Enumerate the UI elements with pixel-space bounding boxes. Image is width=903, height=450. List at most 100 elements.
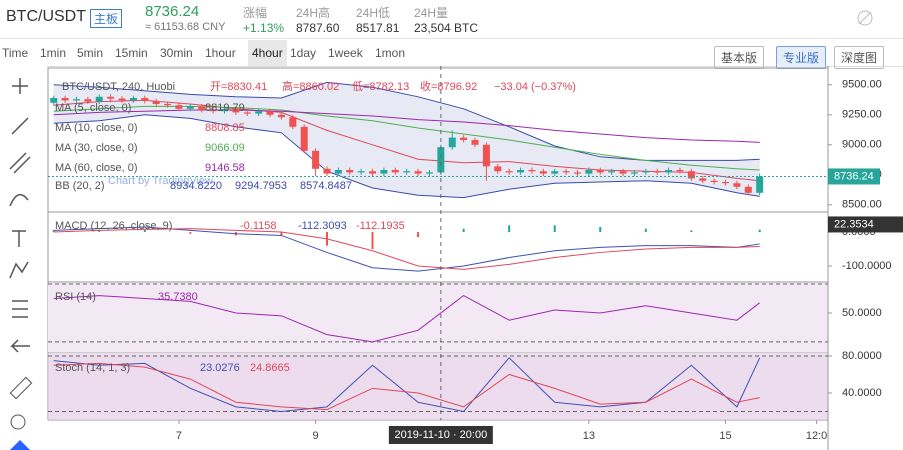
label: 24H低 xyxy=(356,6,391,20)
candle-body xyxy=(460,137,468,140)
candle-body xyxy=(198,106,206,110)
candle-body xyxy=(539,171,547,174)
candle-body xyxy=(585,170,593,174)
study-name: MA (60, close, 0) xyxy=(55,162,138,174)
chart: 79131512:09500.009250.009000.008750.0085… xyxy=(0,66,903,450)
candle-body xyxy=(323,168,331,174)
candle-body xyxy=(608,171,616,173)
candle-body xyxy=(573,172,581,174)
interval[interactable]: 30min xyxy=(160,46,193,60)
y-tick-label: 9000.00 xyxy=(842,139,882,151)
candle-body xyxy=(403,171,411,173)
tool-icon xyxy=(12,300,28,318)
study-name: BB (20, 2) xyxy=(55,180,105,192)
study-name: Stoch (14, 1, 3) xyxy=(55,362,130,374)
candle-body xyxy=(676,170,684,172)
candle-body xyxy=(551,171,559,174)
candle-body xyxy=(380,170,388,174)
candle-body xyxy=(164,104,172,106)
study-value: 8934.8220 xyxy=(170,180,222,192)
candle-body xyxy=(118,98,126,101)
badge[interactable]: 主板 xyxy=(90,9,123,28)
view-button[interactable]: 深度图 xyxy=(834,46,885,69)
legend-symbol: BTC/USDT, 240, Huobi xyxy=(62,81,175,93)
interval[interactable]: 1hour xyxy=(205,46,236,60)
header: BTC/USDT 主板 8736.24 ≈ 61153.68 CNY 涨幅 +1… xyxy=(0,0,903,39)
x-tick-label: 9 xyxy=(313,430,319,442)
candle-body xyxy=(619,171,627,174)
candle-body xyxy=(642,171,650,173)
candle-body xyxy=(255,111,263,114)
interval[interactable]: 5min xyxy=(77,46,104,60)
interval[interactable]: 4hour xyxy=(248,40,287,66)
interval[interactable]: 1day xyxy=(290,46,317,60)
interval[interactable]: 15min xyxy=(115,46,148,60)
study-value: 9146.58 xyxy=(205,162,245,174)
bb-lower xyxy=(53,114,760,199)
candle-body xyxy=(72,99,80,101)
candle-body xyxy=(61,98,69,101)
tool-icon xyxy=(9,376,33,400)
legend-ohlc: 低=8782.13 xyxy=(352,80,409,93)
candle-body xyxy=(129,98,137,101)
signal-line xyxy=(53,228,760,270)
ma-line xyxy=(53,105,760,171)
crosshair-box xyxy=(388,426,493,444)
candle-body xyxy=(733,183,741,187)
candle-body xyxy=(665,170,673,173)
macd-last-label: 22.3534 xyxy=(834,218,874,230)
candle-body xyxy=(50,98,58,103)
candle-body xyxy=(334,170,342,174)
y-tick-label: 40.0000 xyxy=(842,387,882,399)
study-name: MA (5, close, 0) xyxy=(55,102,131,114)
legend-ohlc: −33.04 (−0.37%) xyxy=(494,81,576,93)
interval[interactable]: 1min xyxy=(40,46,67,60)
legend-ohlc: 开=8830.41 xyxy=(210,81,267,93)
x-tick-label: 13 xyxy=(583,430,595,442)
study-value: -0.1158 xyxy=(240,220,277,232)
study-value: 8574.8487 xyxy=(300,180,352,192)
candle-body xyxy=(243,112,251,114)
study-value: -112.3093 xyxy=(298,220,347,232)
candle-body xyxy=(289,117,297,127)
candle-body xyxy=(562,171,570,173)
candle-body xyxy=(699,178,707,181)
bb-upper xyxy=(53,81,760,161)
study-value: 9294.7953 xyxy=(235,180,287,192)
candle-body xyxy=(756,176,764,193)
candle-body xyxy=(141,98,149,101)
cny: ≈ 61153.68 CNY xyxy=(145,21,226,33)
candle-body xyxy=(482,144,490,167)
candle-body xyxy=(596,170,604,173)
label: 涨幅 xyxy=(243,6,268,20)
tool-icon xyxy=(9,193,29,207)
macd-last-box xyxy=(828,216,903,233)
tool-icon xyxy=(10,339,30,353)
y-tick-label: 9250.00 xyxy=(842,109,882,121)
candle-body xyxy=(266,111,274,115)
study-name: MA (10, close, 0) xyxy=(55,122,138,134)
last-price-label: 8736.24 xyxy=(834,170,874,182)
study-value: 24.8665 xyxy=(250,362,290,374)
candle-body xyxy=(84,99,92,102)
study-value: 23.0276 xyxy=(200,362,240,374)
collapse-button xyxy=(10,440,30,450)
view-button[interactable]: 专业版 xyxy=(776,46,827,69)
rsi-line xyxy=(53,295,760,343)
stoch-d xyxy=(53,362,760,411)
x-tick-label: 7 xyxy=(176,430,182,442)
value: +1.13% xyxy=(243,21,285,35)
tool-icon xyxy=(11,117,29,135)
interval[interactable]: 1mon xyxy=(375,46,406,60)
candle-body xyxy=(95,96,103,102)
candle-body xyxy=(107,96,115,99)
last-price-box xyxy=(828,168,880,185)
interval[interactable]: 1week xyxy=(328,46,363,60)
y-tick-label: -100.0000 xyxy=(842,260,892,272)
star-icon[interactable] xyxy=(856,9,874,27)
legend-ohlc: 收=8796.92 xyxy=(420,79,477,93)
study-value: -112.1935 xyxy=(356,220,405,232)
candle-body xyxy=(414,171,422,174)
interval[interactable]: Time xyxy=(2,46,29,60)
value: 23,504 BTC xyxy=(414,21,479,35)
